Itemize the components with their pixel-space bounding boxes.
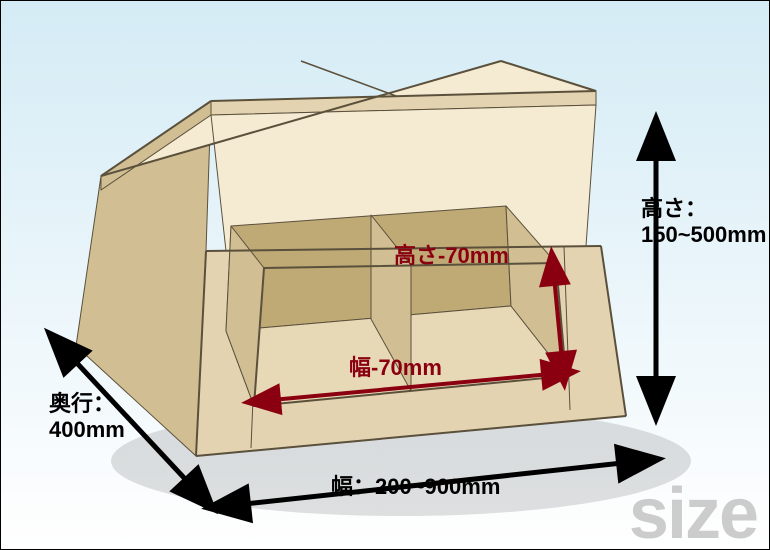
watermark-size: size — [629, 473, 757, 550]
svg-text:150~500mm: 150~500mm — [641, 222, 766, 247]
svg-text:高さ：: 高さ： — [641, 196, 707, 221]
svg-text:幅：200~900mm: 幅：200~900mm — [331, 474, 500, 499]
diagram-frame: 奥行：400mm 幅：200~900mm 高さ：150~500mm 幅-70mm 高さ-… — [0, 0, 770, 550]
svg-text:高さ-70mm: 高さ-70mm — [394, 243, 509, 268]
box-diagram: 奥行：400mm 幅：200~900mm 高さ：150~500mm 幅-70mm 高さ-… — [1, 1, 770, 550]
svg-text:幅-70mm: 幅-70mm — [349, 355, 442, 380]
svg-text:奥行：: 奥行： — [49, 391, 115, 416]
svg-text:400mm: 400mm — [49, 417, 125, 442]
